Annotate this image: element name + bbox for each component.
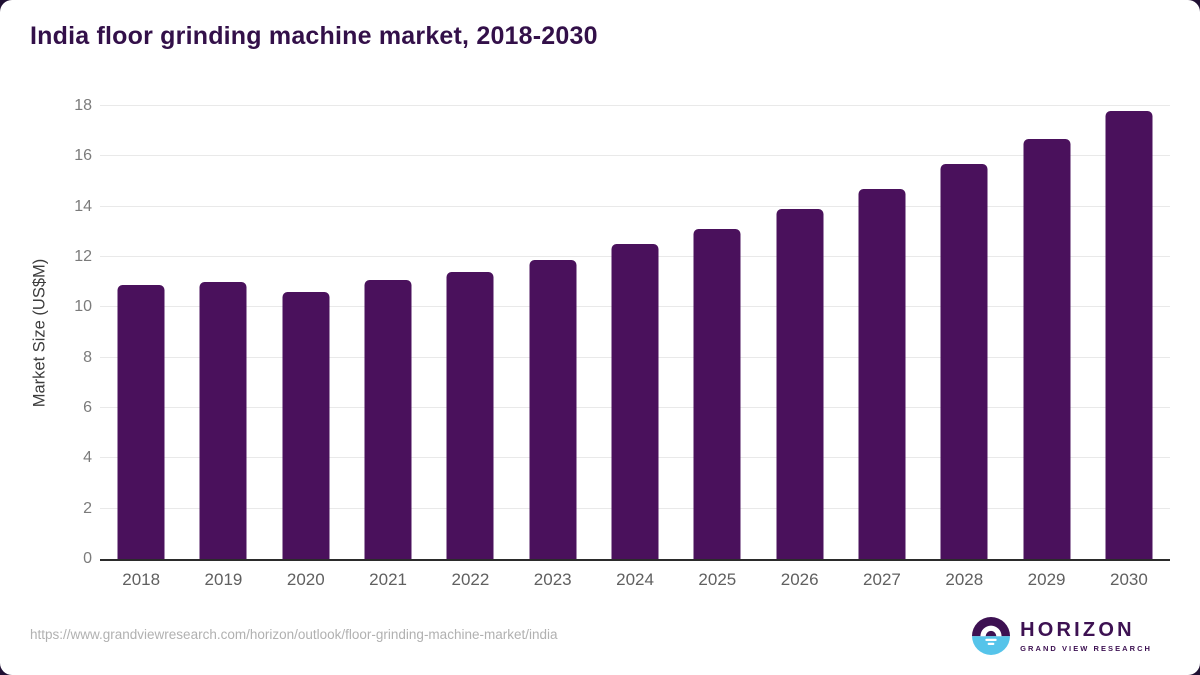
y-tick-label-14: 14 [74, 197, 92, 215]
plot-area [100, 105, 1170, 561]
bar-band-2021 [347, 106, 429, 559]
x-tick-label-2021: 2021 [369, 570, 407, 589]
logo-subtitle: GRAND VIEW RESEARCH [1020, 643, 1152, 653]
y-tick-label-18: 18 [74, 97, 92, 114]
x-tick-label-2028: 2028 [945, 570, 984, 589]
bar-2020[interactable] [282, 292, 330, 559]
bar-band-2030 [1088, 106, 1170, 559]
x-tick-label-2029: 2029 [1027, 570, 1066, 589]
y-tick-label-12: 12 [74, 248, 92, 266]
gridline-16 [100, 155, 1170, 157]
x-tick-label-2025: 2025 [698, 570, 737, 589]
bar-band-2027 [841, 106, 923, 559]
logo-text: HORIZON GRAND VIEW RESEARCH [1020, 620, 1152, 653]
bar-2027[interactable] [858, 189, 906, 559]
bars-container [100, 106, 1170, 559]
gridline-18 [100, 105, 1170, 106]
bar-band-2020 [265, 106, 347, 559]
horizon-logo: HORIZON GRAND VIEW RESEARCH [972, 617, 1152, 655]
y-tick-label-8: 8 [83, 348, 92, 366]
x-tick-label-2023: 2023 [533, 570, 572, 589]
x-axis-labels: 2018 2019 2020 2021 2022 2023 2024 2025 2026 2027… [100, 570, 1170, 590]
y-tick-label-6: 6 [83, 399, 92, 417]
x-tick-label-2019: 2019 [204, 570, 243, 589]
y-axis-ticks: 0 2 4 6 8 10 12 14 16 18 [50, 97, 92, 567]
bar-2021[interactable] [364, 279, 412, 559]
bar-2029[interactable] [1023, 138, 1071, 559]
bar-band-2025 [676, 106, 758, 559]
bar-band-2022 [429, 106, 511, 559]
x-tick-label-2018: 2018 [122, 570, 161, 589]
bar-2024[interactable] [611, 244, 659, 559]
x-tick-label-2022: 2022 [451, 570, 490, 589]
x-tick-label-2026: 2026 [780, 570, 819, 589]
y-tick-label-2: 2 [83, 499, 92, 517]
horizon-sun-icon [972, 617, 1011, 655]
y-tick-label-16: 16 [74, 147, 92, 165]
bar-2028[interactable] [940, 163, 988, 559]
x-tick-label-2030: 2030 [1109, 570, 1148, 589]
bar-2026[interactable] [776, 209, 824, 559]
y-tick-label-10: 10 [74, 298, 92, 316]
y-tick-label-4: 4 [83, 449, 92, 467]
bar-2030[interactable] [1105, 111, 1153, 559]
bar-band-2029 [1005, 106, 1087, 559]
x-tick-label-2024: 2024 [616, 570, 654, 589]
source-url: https://www.grandviewresearch.com/horizo… [30, 627, 558, 642]
y-tick-label-0: 0 [83, 550, 92, 567]
x-tick-label-2027: 2027 [863, 570, 901, 589]
logo-name: HORIZON [1020, 618, 1135, 641]
bar-2025[interactable] [693, 229, 741, 559]
bar-band-2028 [923, 106, 1005, 559]
gridline-14 [100, 205, 1170, 207]
bar-band-2018 [100, 106, 182, 559]
bar-2023[interactable] [529, 259, 577, 559]
y-axis-label: Market Size (US$M) [30, 258, 49, 408]
x-tick-label-2020: 2020 [286, 570, 325, 589]
bar-band-2019 [182, 106, 264, 559]
bar-2018[interactable] [117, 284, 165, 559]
bar-2019[interactable] [199, 282, 247, 559]
bar-band-2023 [512, 106, 594, 559]
chart-title: India floor grinding machine market, 201… [30, 22, 598, 50]
bar-band-2024 [594, 106, 676, 559]
bar-2022[interactable] [446, 272, 494, 559]
bar-band-2026 [759, 106, 841, 559]
